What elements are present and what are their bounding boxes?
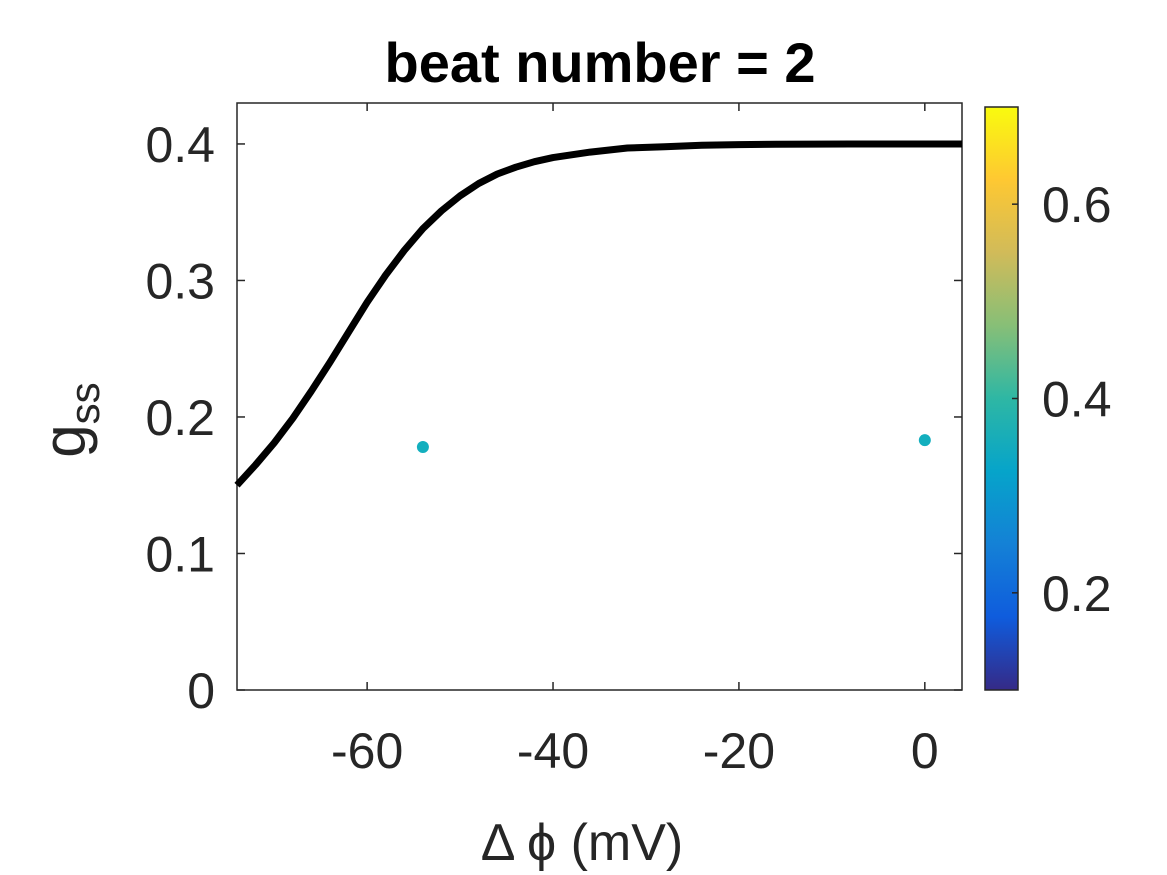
colorbar-tick-label-1: 0.4 [1042, 372, 1112, 428]
data-point-0 [416, 441, 429, 454]
data-point-1 [918, 434, 931, 447]
x-tick-label-1: -40 [517, 723, 589, 779]
plot-area: -60 -40 -20 0 0 0.1 0.2 0.3 0.4 [145, 102, 963, 779]
y-tick-label-4: 0.4 [145, 117, 215, 173]
plot-frame [236, 102, 963, 691]
chart-title: beat number = 2 [384, 31, 815, 94]
colorbar: 0.2 0.4 0.6 [984, 106, 1112, 691]
colorbar-tick-label-2: 0.6 [1042, 177, 1112, 233]
y-tick-label-3: 0.3 [145, 253, 215, 309]
y-axis-label: gss [31, 382, 108, 457]
colorbar-tick-label-0: 0.2 [1042, 566, 1112, 622]
x-tick-label-0: -60 [331, 723, 403, 779]
x-tick-label-3: 0 [911, 723, 939, 779]
y-tick-label-1: 0.1 [145, 526, 215, 582]
y-tick-label-0: 0 [187, 663, 215, 719]
y-axis-label-subscript: ss [61, 382, 108, 424]
y-axis-label-main: g [31, 424, 98, 457]
x-tick-label-2: -20 [703, 723, 775, 779]
y-tick-label-2: 0.2 [145, 390, 215, 446]
x-axis-label: Δ ϕ (mV) [481, 814, 684, 872]
steady-state-curve [234, 140, 962, 488]
